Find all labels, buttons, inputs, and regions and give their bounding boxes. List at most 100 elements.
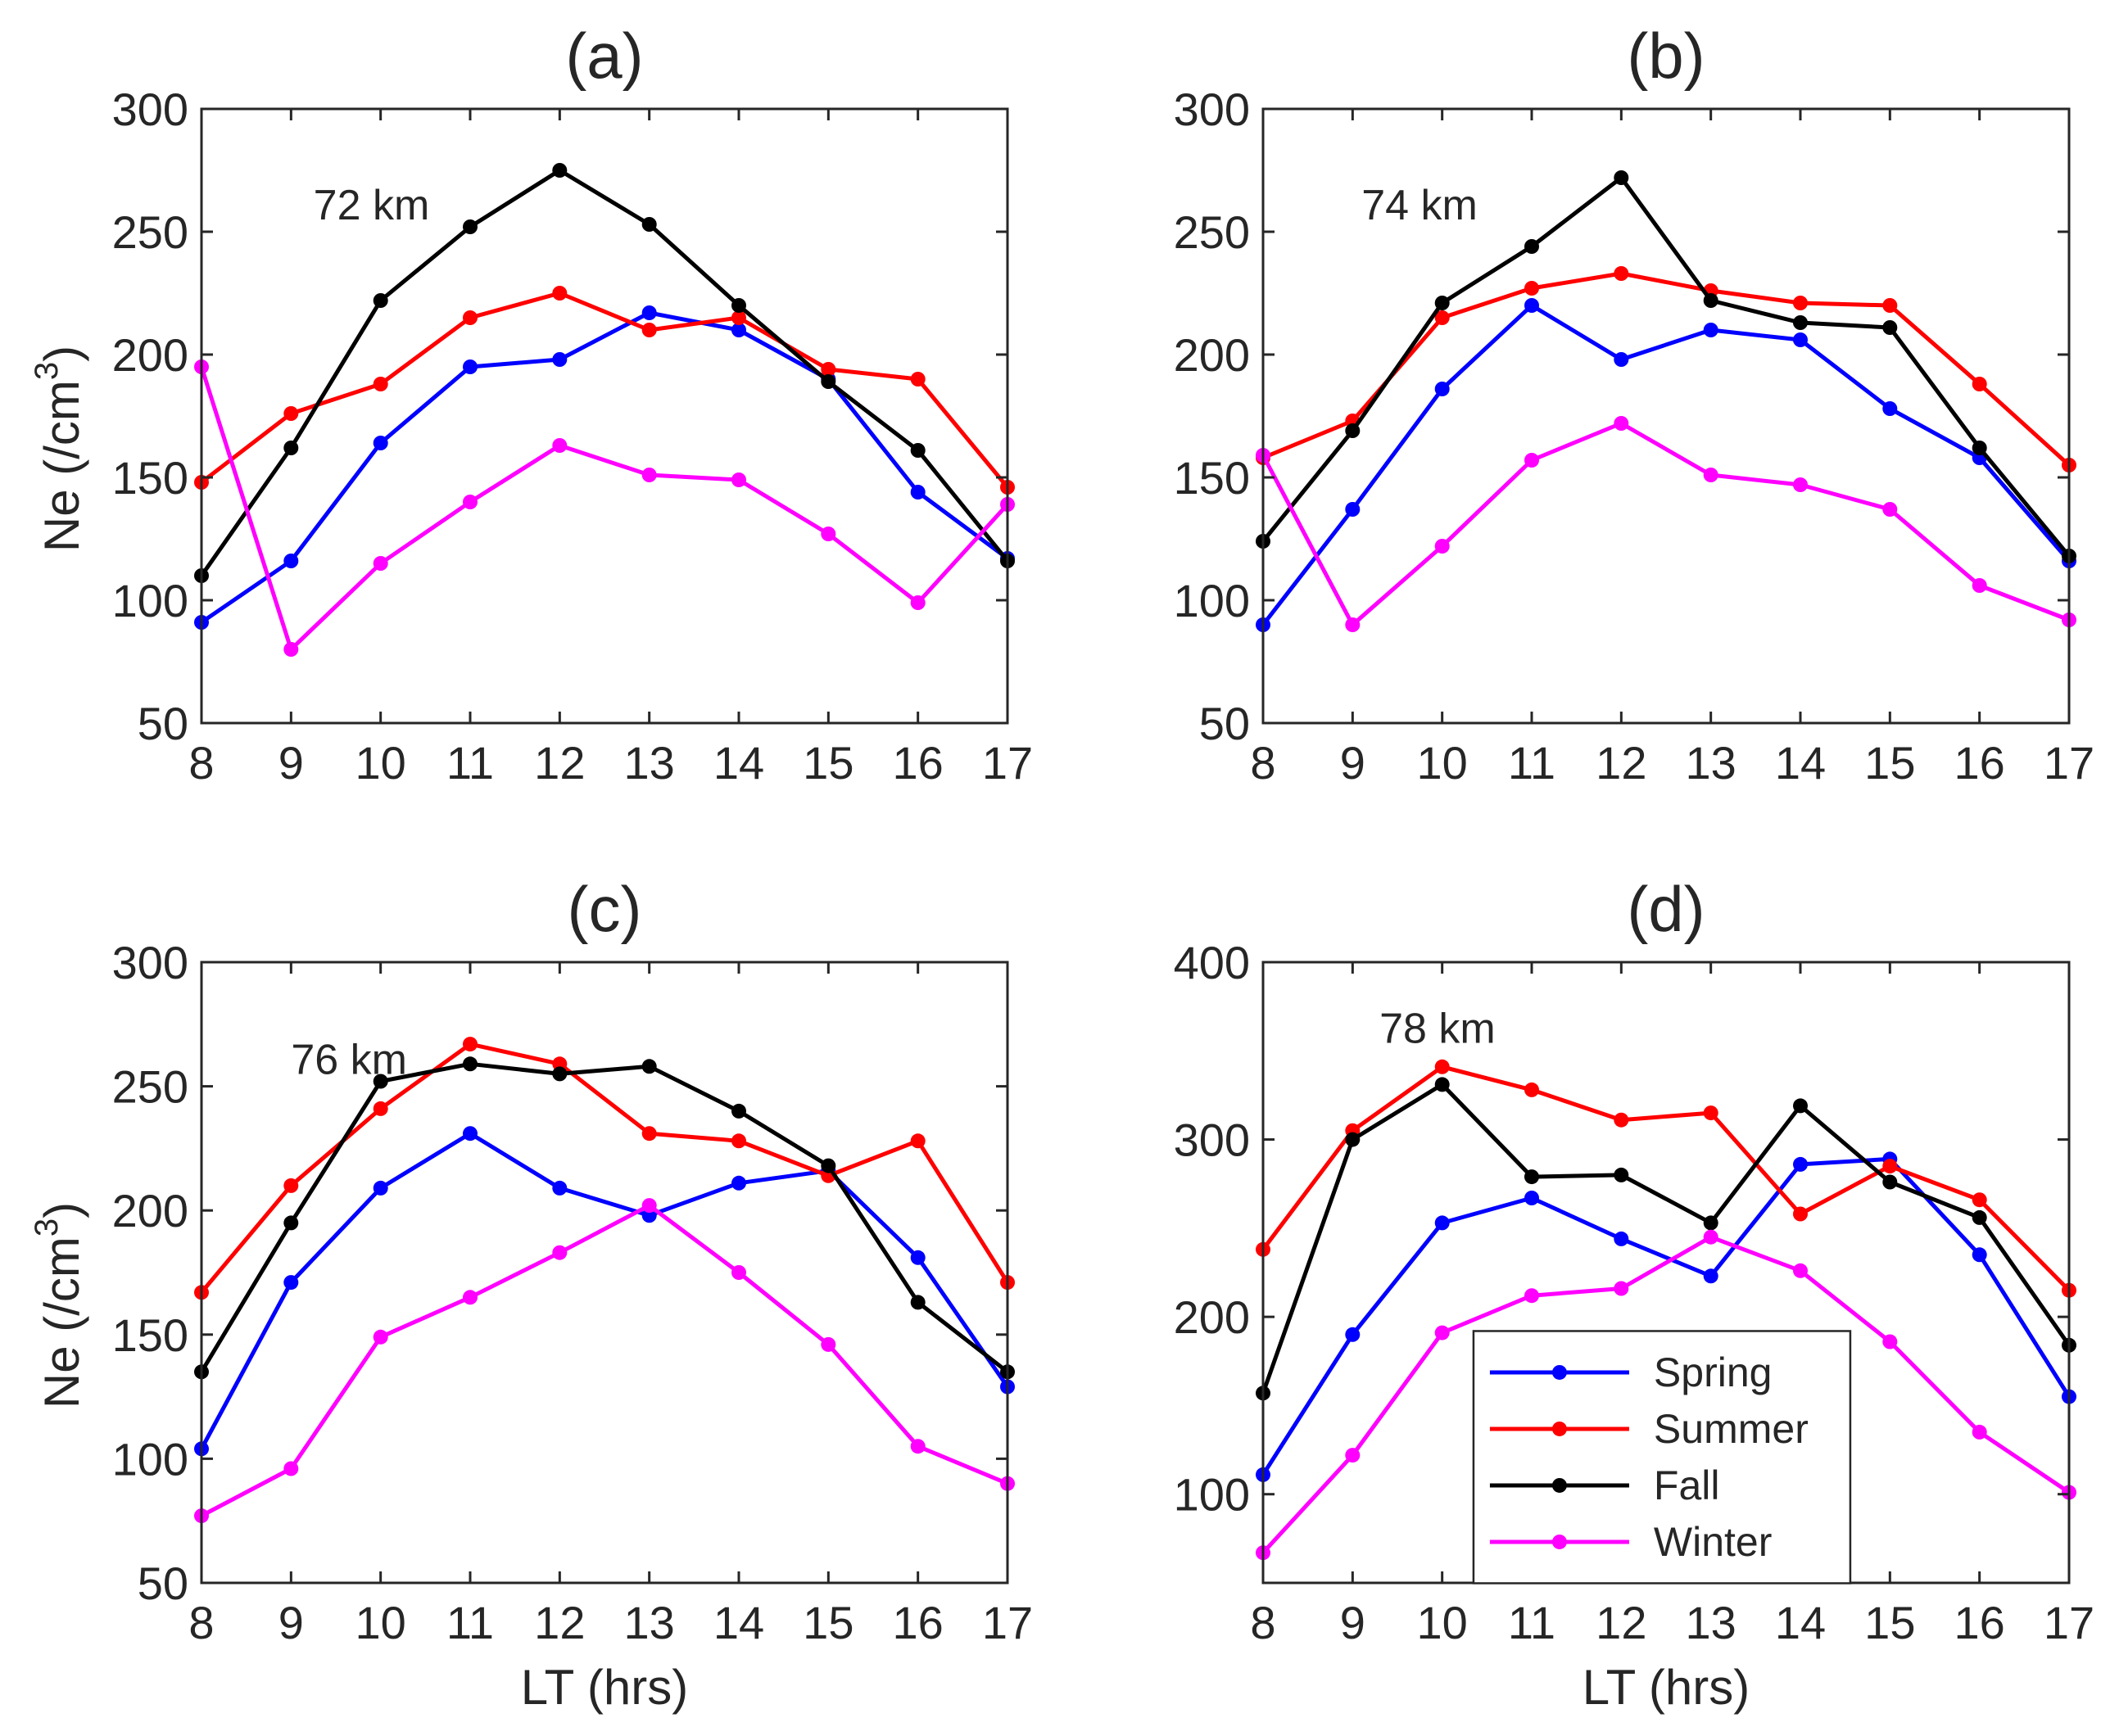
data-point-winter bbox=[1882, 502, 1898, 517]
altitude-annotation: 76 km bbox=[291, 1036, 407, 1083]
y-tick-label: 200 bbox=[112, 329, 188, 381]
x-tick-label: 17 bbox=[2044, 1597, 2094, 1648]
x-axis-label: LT (hrs) bbox=[1582, 1660, 1750, 1715]
x-tick-label: 9 bbox=[278, 737, 304, 789]
data-point-summer bbox=[910, 1133, 926, 1149]
data-point-spring bbox=[1524, 298, 1539, 313]
panel-title: (a) bbox=[565, 20, 643, 92]
data-point-winter bbox=[821, 1336, 836, 1352]
legend-label-winter: Winter bbox=[1654, 1519, 1772, 1565]
series-line-spring bbox=[199, 1131, 1010, 1450]
panel-d: (d) 8 9 10 11 12 13 14 15 16 17 100 200 300 400 LT (hrs… bbox=[1174, 873, 2095, 1715]
data-point-winter bbox=[1524, 1288, 1539, 1304]
data-point-winter bbox=[821, 527, 836, 541]
panel-title: (c) bbox=[568, 873, 642, 945]
legend: Spring Summer Fall Winter bbox=[1472, 1330, 1852, 1585]
x-tick-label: 8 bbox=[188, 1597, 214, 1648]
data-point-spring bbox=[731, 323, 746, 337]
x-tick-label: 15 bbox=[1864, 1597, 1915, 1648]
data-point-summer bbox=[1793, 296, 1808, 310]
data-point-summer bbox=[373, 377, 388, 391]
series-line-winter bbox=[200, 1203, 1008, 1518]
data-point-fall bbox=[1882, 1174, 1898, 1190]
data-point-winter bbox=[463, 495, 478, 509]
x-tick-label: 14 bbox=[1775, 737, 1826, 789]
data-point-winter bbox=[283, 1461, 299, 1476]
data-point-fall bbox=[910, 443, 926, 458]
legend-label-fall: Fall bbox=[1654, 1462, 1720, 1508]
x-tick-label: 12 bbox=[1596, 1597, 1646, 1648]
data-point-spring bbox=[910, 1250, 926, 1265]
series-line-winter bbox=[1261, 421, 2070, 627]
x-tick-label: 13 bbox=[1686, 737, 1736, 789]
legend-label-spring: Spring bbox=[1654, 1349, 1773, 1395]
data-point-winter bbox=[910, 595, 926, 610]
x-tick-label: 14 bbox=[713, 737, 764, 789]
x-tick-label: 12 bbox=[534, 737, 585, 789]
data-point-winter bbox=[910, 1439, 926, 1454]
data-point-spring bbox=[910, 485, 926, 500]
data-point-summer bbox=[1882, 298, 1898, 313]
altitude-annotation: 74 km bbox=[1361, 182, 1478, 229]
data-point-winter bbox=[463, 1290, 478, 1305]
y-tick-label: 50 bbox=[1199, 698, 1250, 749]
legend-swatch-marker bbox=[1551, 1364, 1567, 1380]
data-point-fall bbox=[1614, 1167, 1629, 1182]
data-point-spring bbox=[463, 359, 478, 374]
x-tick-label: 15 bbox=[803, 737, 854, 789]
legend-swatch-marker bbox=[1551, 1534, 1567, 1549]
data-point-summer bbox=[1524, 1082, 1539, 1097]
panel-b: (b) 8 9 10 11 12 13 14 15 16 17 50 100 150 200 250 300 74… bbox=[1174, 20, 2095, 789]
data-point-winter bbox=[1434, 539, 1450, 554]
y-tick-label: 200 bbox=[1174, 329, 1250, 381]
data-point-fall bbox=[1793, 315, 1808, 330]
data-point-fall bbox=[731, 1103, 746, 1119]
data-point-fall bbox=[641, 1059, 657, 1074]
y-tick-label: 300 bbox=[1174, 84, 1250, 135]
x-tick-label: 16 bbox=[1954, 1597, 2005, 1648]
data-point-spring bbox=[731, 1175, 746, 1191]
x-tick-label: 12 bbox=[534, 1597, 585, 1648]
legend-swatch-marker bbox=[1551, 1421, 1567, 1436]
data-point-summer bbox=[1882, 1159, 1898, 1174]
data-point-summer bbox=[1972, 1192, 1987, 1208]
y-axis-label: Ne (/cm3) bbox=[29, 346, 89, 552]
data-point-spring bbox=[1793, 332, 1808, 347]
data-point-spring bbox=[1614, 352, 1629, 367]
data-point-fall bbox=[1793, 1098, 1808, 1114]
series-line-spring bbox=[200, 310, 1009, 625]
data-point-fall bbox=[463, 1056, 478, 1072]
data-point-fall bbox=[1882, 320, 1898, 335]
x-tick-label: 16 bbox=[893, 737, 944, 789]
data-point-fall bbox=[283, 1215, 299, 1231]
y-tick-label: 300 bbox=[112, 937, 188, 988]
data-point-fall bbox=[373, 1074, 388, 1089]
altitude-annotation: 72 km bbox=[314, 182, 430, 229]
panel-c: (c) 8 9 10 11 12 13 14 15 16 17 50 100 150 200 250 300 LT… bbox=[29, 873, 1033, 1715]
x-axis-label: LT (hrs) bbox=[521, 1660, 688, 1715]
data-point-fall bbox=[1434, 1077, 1450, 1092]
data-point-fall bbox=[1972, 1209, 1987, 1225]
data-point-spring bbox=[1972, 1247, 1987, 1263]
data-point-spring bbox=[463, 1126, 478, 1142]
data-point-fall bbox=[1972, 441, 1987, 455]
y-tick-label: 100 bbox=[1174, 1469, 1250, 1521]
data-point-summer bbox=[731, 310, 746, 325]
x-tick-label: 11 bbox=[1508, 1597, 1555, 1648]
data-point-fall bbox=[552, 163, 568, 178]
data-point-spring bbox=[1434, 1215, 1450, 1231]
x-tick-label: 13 bbox=[624, 1597, 675, 1648]
data-point-summer bbox=[1793, 1206, 1808, 1222]
data-point-fall bbox=[1614, 170, 1629, 185]
series-line-spring bbox=[1261, 1156, 2072, 1476]
series-line-fall bbox=[1261, 175, 2071, 558]
x-tick-label: 17 bbox=[2044, 737, 2094, 789]
panel-title: (b) bbox=[1627, 20, 1705, 92]
data-point-winter bbox=[552, 1245, 568, 1260]
data-point-fall bbox=[373, 293, 388, 308]
x-tick-label: 11 bbox=[446, 1597, 494, 1648]
data-point-winter bbox=[373, 1329, 388, 1345]
data-point-summer bbox=[1614, 1112, 1629, 1128]
data-point-spring bbox=[1703, 1268, 1718, 1284]
